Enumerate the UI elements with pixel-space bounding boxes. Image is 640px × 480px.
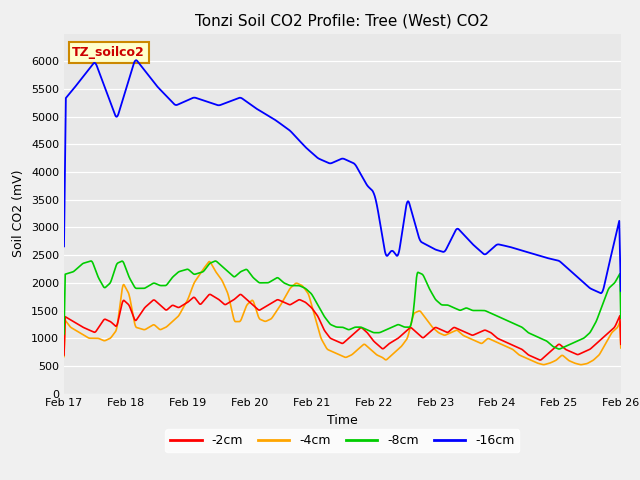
Y-axis label: Soil CO2 (mV): Soil CO2 (mV): [12, 170, 26, 257]
Text: TZ_soilco2: TZ_soilco2: [72, 46, 145, 59]
Title: Tonzi Soil CO2 Profile: Tree (West) CO2: Tonzi Soil CO2 Profile: Tree (West) CO2: [195, 13, 490, 28]
Legend: -2cm, -4cm, -8cm, -16cm: -2cm, -4cm, -8cm, -16cm: [165, 429, 520, 452]
X-axis label: Time: Time: [327, 414, 358, 427]
